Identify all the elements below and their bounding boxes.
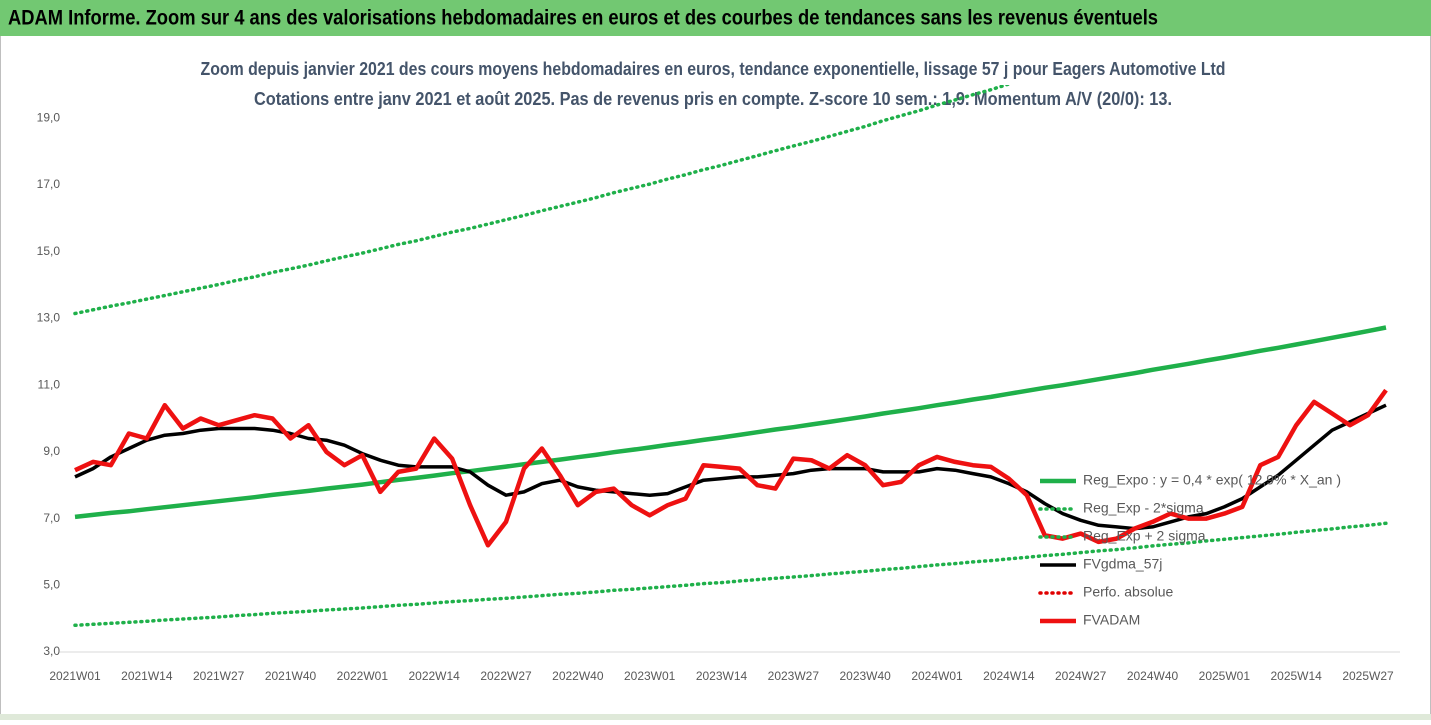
x-tick-label: 2025W14 [1270, 669, 1322, 683]
legend-label: FVADAM [1083, 612, 1140, 628]
plot-area [73, 85, 1388, 628]
x-tick-label: 2022W27 [480, 669, 532, 683]
series-line [74, 388, 1388, 548]
x-tick-label: 2024W14 [983, 669, 1035, 683]
chart-subtitle: Cotations entre janv 2021 et août 2025. … [254, 89, 1172, 109]
x-tick-label: 2024W27 [1055, 669, 1107, 683]
x-tick-label: 2021W40 [265, 669, 317, 683]
series-line [73, 85, 1012, 316]
x-tick-label: 2021W14 [121, 669, 173, 683]
y-tick-label: 9,0 [43, 444, 60, 458]
x-tick-label: 2025W27 [1342, 669, 1394, 683]
x-tick-label: 2022W01 [337, 669, 389, 683]
y-tick-label: 13,0 [37, 311, 61, 325]
header-band [0, 0, 1431, 36]
x-tick-label: 2021W27 [193, 669, 245, 683]
legend-label: Reg_Exp - 2*sigma [1083, 500, 1204, 516]
x-tick-label: 2023W01 [624, 669, 676, 683]
y-tick-label: 15,0 [37, 244, 61, 258]
legend-label: FVgdma_57j [1083, 556, 1162, 572]
series-line [74, 325, 1387, 520]
bottom-strip [0, 714, 1431, 720]
x-tick-label: 2022W40 [552, 669, 604, 683]
legend-label: Perfo. absolue [1083, 584, 1173, 600]
x-tick-label: 2024W40 [1127, 669, 1179, 683]
x-tick-label: 2021W01 [49, 669, 101, 683]
x-tick-label: 2022W14 [408, 669, 460, 683]
legend-label: Reg_Exp + 2 sigma [1083, 528, 1206, 544]
y-tick-label: 11,0 [38, 377, 61, 391]
header-title: ADAM Informe. Zoom sur 4 ans des valoris… [8, 7, 1158, 30]
y-tick-label: 3,0 [43, 644, 60, 658]
y-tick-label: 17,0 [37, 177, 61, 191]
y-tick-label: 19,0 [37, 111, 61, 125]
x-tick-label: 2025W01 [1199, 669, 1251, 683]
y-tick-label: 5,0 [43, 577, 60, 591]
chart-title: Zoom depuis janvier 2021 des cours moyen… [201, 59, 1226, 79]
y-tick-label: 7,0 [43, 511, 60, 525]
x-tick-label: 2023W27 [768, 669, 820, 683]
x-tick-label: 2024W01 [911, 669, 963, 683]
legend-label: Reg_Expo : y = 0,4 * exp( 12,9% * X_an ) [1083, 472, 1341, 488]
x-tick-label: 2023W14 [696, 669, 748, 683]
x-tick-label: 2023W40 [839, 669, 891, 683]
